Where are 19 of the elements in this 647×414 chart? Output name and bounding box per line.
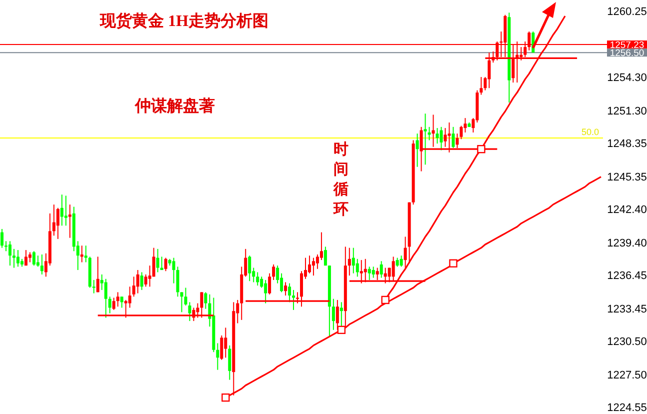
y-tick-label: 1242.40 (607, 204, 647, 216)
y-tick-label: 1224.55 (607, 402, 647, 414)
y-tick-label: 1239.40 (607, 237, 647, 250)
y-tick-label: 1230.50 (607, 336, 647, 348)
y-tick-label: 1245.35 (607, 171, 647, 184)
ref-line-label: 1256.50 (610, 48, 644, 59)
ref-label: 1257.23 (607, 40, 647, 51)
annotation: 仲谋解盘著 (134, 97, 215, 115)
y-tick-label: 1227.50 (607, 369, 647, 382)
chart-title: 现货黄金 1H走势分析图 (99, 12, 268, 30)
y-tick-label: 1251.30 (607, 105, 647, 118)
annotation: 50.0 (581, 127, 599, 138)
y-tick-label: 1260.25 (607, 6, 647, 18)
note-vertical: 时间循环 (334, 142, 348, 218)
ref-label: 1256.50 (607, 48, 647, 59)
y-tick-label: 1248.35 (607, 138, 647, 150)
y-tick-label: 1254.30 (607, 72, 647, 84)
y-tick-label: 1233.45 (607, 303, 647, 316)
y-tick-label: 1236.45 (607, 270, 647, 282)
